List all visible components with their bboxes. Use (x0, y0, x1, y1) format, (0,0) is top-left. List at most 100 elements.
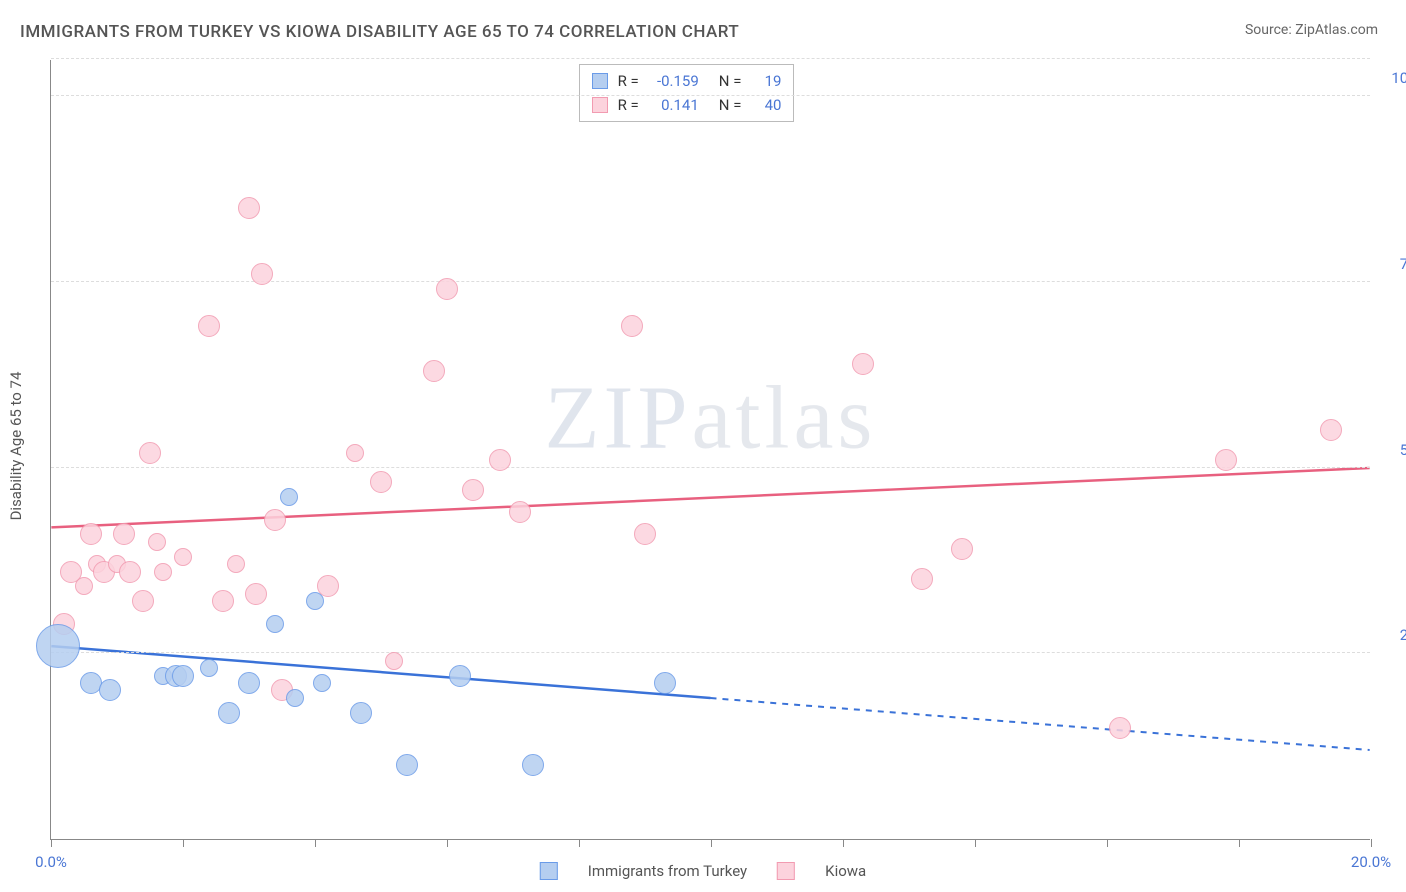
gridline-horizontal (51, 281, 1370, 282)
watermark-zip: ZIP (545, 369, 692, 468)
chart-title: IMMIGRANTS FROM TURKEY VS KIOWA DISABILI… (20, 22, 739, 42)
scatter-point-kiowa (139, 442, 161, 464)
scatter-point-kiowa (951, 538, 973, 560)
scatter-point-kiowa (80, 523, 102, 545)
n-label: N = (719, 69, 742, 93)
gridline-horizontal (51, 58, 1370, 59)
scatter-point-kiowa (1109, 717, 1131, 739)
x-tick (579, 839, 580, 847)
scatter-point-turkey (200, 659, 218, 677)
y-tick-label: 100.0% (1380, 69, 1406, 87)
x-tick (51, 839, 52, 847)
scatter-point-turkey (306, 592, 324, 610)
legend-swatch-series1-icon (540, 862, 558, 880)
r-value-series1: -0.159 (649, 69, 699, 93)
scatter-point-kiowa (1215, 449, 1237, 471)
x-tick-label: 20.0% (1351, 853, 1391, 871)
gridline-horizontal (51, 95, 1370, 96)
x-tick (843, 839, 844, 847)
scatter-point-kiowa (148, 533, 166, 551)
trend-line-solid (51, 468, 1369, 527)
scatter-point-kiowa (370, 471, 392, 493)
x-tick (315, 839, 316, 847)
scatter-point-turkey (238, 672, 260, 694)
gridline-horizontal (51, 467, 1370, 468)
scatter-point-turkey (313, 674, 331, 692)
scatter-point-turkey (654, 672, 676, 694)
source-prefix: Source: (1245, 22, 1295, 38)
legend-label-series1: Immigrants from Turkey (588, 862, 747, 880)
scatter-plot-area: ZIPatlas R = -0.159 N = 19 R = 0.141 N =… (50, 60, 1370, 840)
legend-label-series2: Kiowa (825, 862, 866, 880)
y-tick-label: 75.0% (1380, 255, 1406, 273)
scatter-point-kiowa (119, 561, 141, 583)
n-value-series2: 40 (751, 93, 781, 117)
scatter-point-turkey (449, 665, 471, 687)
trend-lines-svg (51, 60, 1370, 839)
y-axis-label: Disability Age 65 to 74 (7, 372, 25, 521)
scatter-point-kiowa (509, 501, 531, 523)
scatter-point-kiowa (198, 315, 220, 337)
scatter-point-kiowa (174, 548, 192, 566)
scatter-point-kiowa (346, 444, 364, 462)
y-tick-label: 50.0% (1380, 441, 1406, 459)
scatter-point-kiowa (245, 583, 267, 605)
scatter-point-turkey (172, 665, 194, 687)
source-name: ZipAtlas.com (1295, 22, 1378, 38)
scatter-point-kiowa (489, 449, 511, 471)
scatter-point-turkey (80, 672, 102, 694)
scatter-point-kiowa (436, 278, 458, 300)
scatter-point-kiowa (212, 590, 234, 612)
gridline-horizontal (51, 652, 1370, 653)
correlation-stats-box: R = -0.159 N = 19 R = 0.141 N = 40 (579, 64, 795, 122)
swatch-series2-icon (592, 97, 608, 113)
scatter-point-turkey (350, 702, 372, 724)
stats-row-series1: R = -0.159 N = 19 (592, 69, 782, 93)
x-tick (1239, 839, 1240, 847)
x-tick-label: 0.0% (35, 853, 67, 871)
scatter-point-kiowa (423, 360, 445, 382)
scatter-point-turkey (218, 702, 240, 724)
watermark: ZIPatlas (545, 367, 877, 470)
trend-line-solid (51, 646, 710, 698)
n-label: N = (719, 93, 742, 117)
scatter-point-kiowa (385, 652, 403, 670)
scatter-point-turkey (286, 689, 304, 707)
n-value-series1: 19 (751, 69, 781, 93)
scatter-point-turkey (396, 754, 418, 776)
scatter-point-kiowa (154, 563, 172, 581)
legend-swatch-series2-icon (777, 862, 795, 880)
source-attribution: Source: ZipAtlas.com (1245, 22, 1378, 38)
scatter-point-kiowa (1320, 419, 1342, 441)
scatter-point-turkey (99, 679, 121, 701)
x-tick (447, 839, 448, 847)
x-tick (1371, 839, 1372, 847)
scatter-point-kiowa (462, 479, 484, 501)
scatter-point-kiowa (75, 577, 93, 595)
x-tick (975, 839, 976, 847)
scatter-point-kiowa (132, 590, 154, 612)
swatch-series1-icon (592, 73, 608, 89)
watermark-atlas: atlas (692, 369, 877, 468)
scatter-point-kiowa (113, 523, 135, 545)
stats-row-series2: R = 0.141 N = 40 (592, 93, 782, 117)
scatter-point-turkey (266, 615, 284, 633)
x-tick (183, 839, 184, 847)
x-tick (711, 839, 712, 847)
scatter-point-turkey (280, 488, 298, 506)
trend-line-dashed (711, 698, 1370, 750)
scatter-point-kiowa (911, 568, 933, 590)
scatter-point-turkey (36, 624, 80, 668)
scatter-point-kiowa (621, 315, 643, 337)
scatter-point-kiowa (238, 197, 260, 219)
scatter-point-kiowa (264, 509, 286, 531)
r-label: R = (618, 69, 639, 93)
r-label: R = (618, 93, 639, 117)
scatter-point-kiowa (227, 555, 245, 573)
scatter-point-kiowa (634, 523, 656, 545)
x-tick (1107, 839, 1108, 847)
scatter-point-kiowa (852, 353, 874, 375)
y-tick-label: 25.0% (1380, 626, 1406, 644)
bottom-legend: Immigrants from Turkey Kiowa (540, 862, 866, 880)
scatter-point-kiowa (251, 263, 273, 285)
